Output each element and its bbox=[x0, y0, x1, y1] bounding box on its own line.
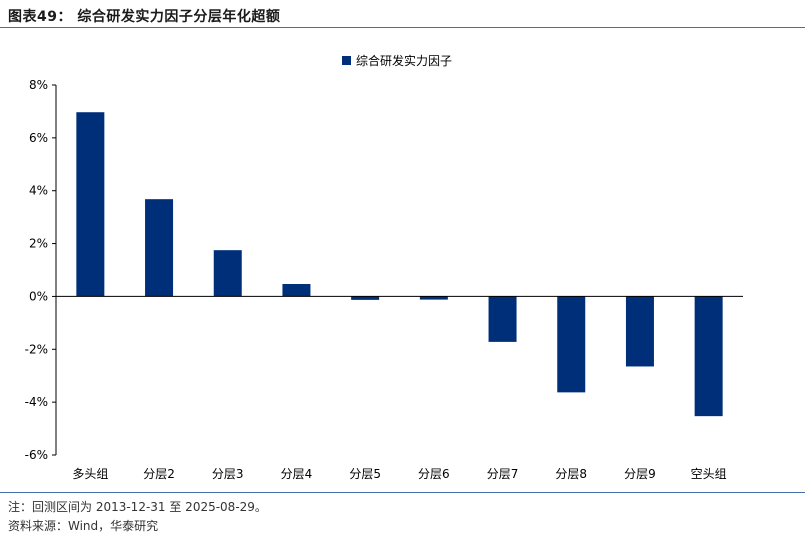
bar bbox=[282, 284, 311, 297]
x-tick-label: 分层7 bbox=[487, 467, 519, 481]
y-tick-label: 0% bbox=[29, 289, 48, 303]
bar bbox=[419, 296, 448, 300]
y-tick-label: 8% bbox=[29, 78, 48, 92]
x-tick-label: 分层8 bbox=[555, 467, 587, 481]
bar bbox=[213, 250, 242, 297]
bar bbox=[694, 296, 723, 417]
legend-label: 综合研发实力因子 bbox=[356, 53, 452, 68]
bar bbox=[488, 296, 517, 342]
footer-divider bbox=[0, 492, 805, 493]
chart-note: 注：回测区间为 2013-12-31 至 2025-08-29。 bbox=[8, 500, 267, 514]
bar bbox=[557, 296, 586, 393]
y-tick-label: -2% bbox=[25, 342, 48, 356]
x-tick-label: 分层3 bbox=[212, 467, 244, 481]
x-tick-label: 分层6 bbox=[418, 467, 450, 481]
x-tick-label: 分层4 bbox=[281, 467, 313, 481]
x-tick-label: 分层2 bbox=[143, 467, 175, 481]
bar bbox=[625, 296, 654, 367]
chart-source: 资料来源：Wind，华泰研究 bbox=[8, 519, 159, 533]
legend-swatch bbox=[342, 56, 351, 65]
figure-title: 图表49： 综合研发实力因子分层年化超额 bbox=[8, 9, 281, 25]
y-tick-label: -4% bbox=[25, 395, 48, 409]
bar bbox=[351, 296, 380, 300]
x-tick-label: 空头组 bbox=[691, 467, 727, 481]
x-tick-label: 分层5 bbox=[349, 467, 381, 481]
bar-chart: 8% 6% 4% 2% 0% -2% -4% -6% 多头组 分层2 分层3 分层4 分层5 分层6 分层7… bbox=[25, 53, 743, 481]
bar bbox=[76, 112, 105, 297]
y-tick-label: -6% bbox=[25, 448, 48, 462]
y-tick-label: 4% bbox=[29, 184, 48, 198]
y-tick-label: 6% bbox=[29, 131, 48, 145]
x-tick-label: 分层9 bbox=[624, 467, 656, 481]
x-tick-label: 多头组 bbox=[72, 467, 108, 481]
y-tick-label: 2% bbox=[29, 237, 48, 251]
bar bbox=[145, 199, 174, 297]
title-divider bbox=[0, 27, 805, 28]
